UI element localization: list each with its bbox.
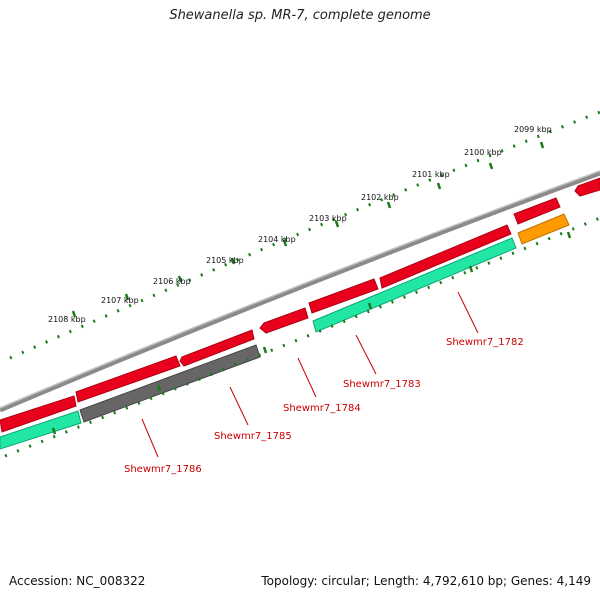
cds-forward-6 xyxy=(379,224,512,289)
cds-forward-2 xyxy=(75,355,181,403)
scale-label: 2100 kbp xyxy=(464,148,502,157)
scale-label: 2105 kbp xyxy=(206,256,244,265)
gene-labels: Shewmr7_1782 Shewmr7_1783 Shewmr7_1784 S… xyxy=(124,337,524,475)
cds-forward-5 xyxy=(308,278,379,314)
scale-label: 2104 kbp xyxy=(258,235,296,244)
cds-reverse-teal-1 xyxy=(0,410,82,450)
scale-label: 2106 kbp xyxy=(153,277,191,286)
cds-reverse-teal-2 xyxy=(312,237,517,333)
map-title: Shewanella sp. MR-7, complete genome xyxy=(169,8,431,23)
forward-cds-features xyxy=(0,177,600,433)
gene-label-shewmr7-1786: Shewmr7_1786 xyxy=(124,464,202,475)
reverse-cds-features xyxy=(0,213,570,450)
kbp-tick-marks xyxy=(51,141,572,435)
scale-label: 2103 kbp xyxy=(309,214,347,223)
gene-label-shewmr7-1782: Shewmr7_1782 xyxy=(446,337,524,348)
scale-label: 2107 kbp xyxy=(101,296,139,305)
accession-text: Accession: NC_008322 xyxy=(9,574,146,588)
cds-forward-4 xyxy=(259,307,309,334)
backbone-line xyxy=(0,170,600,413)
gene-label-shewmr7-1784: Shewmr7_1784 xyxy=(283,403,361,414)
genome-summary-text: Topology: circular; Length: 4,792,610 bp… xyxy=(261,574,591,588)
cds-forward-3 xyxy=(179,329,255,367)
scale-label: 2108 kbp xyxy=(48,315,86,324)
gene-label-shewmr7-1785: Shewmr7_1785 xyxy=(214,431,292,442)
scale-labels: 2099 kbp 2100 kbp 2101 kbp 2102 kbp 2103… xyxy=(48,125,552,324)
cds-shewmr7-1786-forward xyxy=(0,395,77,433)
scale-outer-ticks-icon xyxy=(9,110,600,360)
scale-label: 2102 kbp xyxy=(361,193,399,202)
cds-shewmr7-1785-gray xyxy=(79,344,261,423)
cds-forward-8 xyxy=(574,177,600,197)
cds-orange xyxy=(517,213,570,245)
callout-lines xyxy=(141,291,479,458)
cds-forward-7 xyxy=(513,197,561,225)
scale-label: 2101 kbp xyxy=(412,170,450,179)
scale-label: 2099 kbp xyxy=(514,125,552,134)
gene-label-shewmr7-1783: Shewmr7_1783 xyxy=(343,379,421,390)
